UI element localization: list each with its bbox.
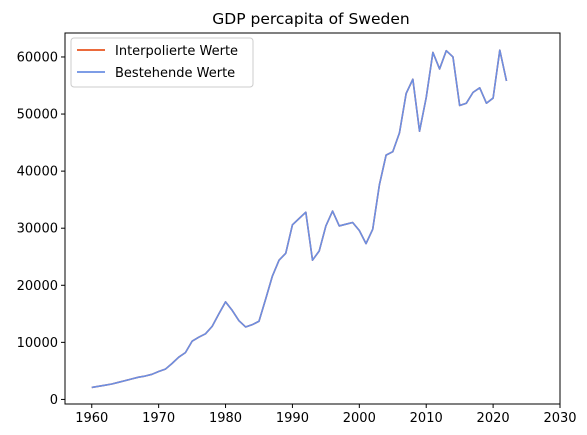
x-tick-label: 2010	[410, 411, 443, 426]
plot-frame	[64, 32, 561, 405]
y-tick-label: 60000	[17, 50, 58, 65]
y-tick-label: 40000	[17, 165, 58, 180]
series-layer	[91, 49, 508, 389]
legend-label-interpolated: Interpolierte Werte	[115, 44, 238, 59]
y-tick-label: 20000	[17, 279, 58, 294]
series-line-existing	[91, 49, 508, 389]
x-tick-label: 2030	[543, 411, 576, 426]
y-axis-ticks: 0 10000 20000 30000 40000 50000 60000	[17, 50, 65, 408]
y-tick-label: 30000	[17, 222, 58, 237]
x-axis-ticks: 1960 1970 1980 1990 2000 2010 2020 2030	[75, 404, 577, 426]
x-tick-label: 1990	[276, 411, 309, 426]
chart-title: GDP percapita of Sweden	[212, 10, 409, 28]
x-tick-label: 2000	[343, 411, 376, 426]
x-tick-label: 2020	[477, 411, 510, 426]
x-tick-label: 1970	[142, 411, 175, 426]
legend-box	[70, 37, 254, 88]
x-tick-label: 1960	[75, 411, 108, 426]
y-tick-label: 10000	[17, 336, 58, 351]
x-tick-label: 1980	[209, 411, 242, 426]
legend-label-existing: Bestehende Werte	[115, 66, 235, 81]
y-tick-label: 50000	[17, 108, 58, 123]
y-tick-label: 0	[50, 393, 58, 408]
legend: Interpolierte Werte Bestehende Werte	[70, 37, 254, 88]
